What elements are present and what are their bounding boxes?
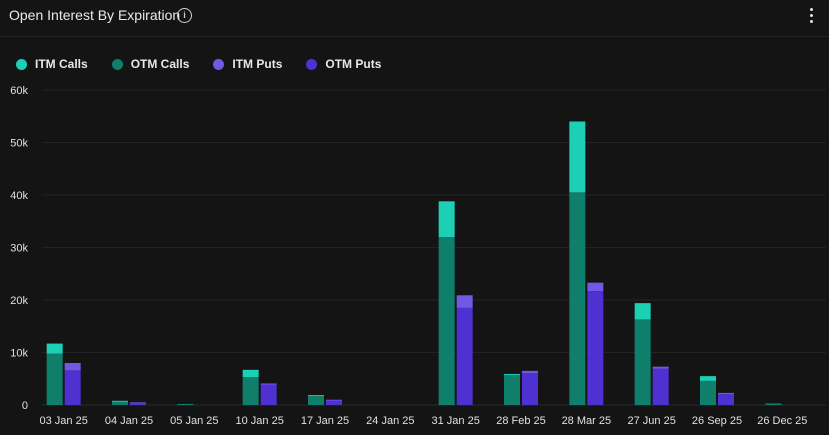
y-tick-label: 20k	[10, 295, 28, 307]
x-tick-label: 28 Feb 25	[496, 415, 546, 427]
legend-dot-itm-calls	[16, 58, 27, 70]
itm-calls-bar	[242, 369, 259, 378]
itm-puts-bar	[326, 399, 342, 401]
x-tick-label: 27 Jun 25	[628, 415, 676, 427]
otm-puts-bar	[718, 393, 734, 405]
otm-calls-bar	[46, 353, 63, 405]
chart-header: Open Interest By Expiration i	[0, 0, 829, 37]
otm-puts-bar	[130, 402, 146, 405]
otm-puts-bar	[64, 370, 81, 405]
legend-item-itm-puts[interactable]: ITM Puts	[213, 57, 282, 71]
legend-dot-otm-puts	[306, 58, 318, 70]
x-tick-label: 10 Jan 25	[236, 415, 284, 427]
itm-puts-bar	[718, 392, 734, 394]
x-tick-label: 04 Jan 25	[105, 415, 153, 427]
itm-puts-bar	[130, 402, 146, 404]
itm-puts-bar	[456, 295, 473, 308]
itm-calls-bar	[504, 374, 520, 376]
chart-title: Open Interest By Expiration	[9, 7, 181, 23]
otm-calls-bar	[438, 237, 455, 405]
y-tick-label: 10k	[10, 348, 28, 360]
x-tick-label: 28 Mar 25	[562, 415, 612, 427]
legend-label: ITM Calls	[35, 57, 88, 71]
legend-item-otm-calls[interactable]: OTM Calls	[111, 57, 190, 71]
otm-calls-bar	[112, 401, 128, 405]
legend-dot-otm-calls	[111, 58, 123, 70]
x-tick-label: 03 Jan 25	[40, 415, 88, 427]
otm-puts-bar	[587, 291, 604, 405]
itm-calls-bar	[634, 303, 651, 320]
otm-puts-bar	[326, 400, 342, 405]
itm-calls-bar	[700, 376, 716, 381]
otm-calls-bar	[700, 380, 716, 405]
legend-dot-itm-puts	[213, 58, 225, 70]
legend-item-itm-calls[interactable]: ITM Calls	[16, 57, 88, 71]
itm-calls-bar	[308, 395, 324, 396]
x-tick-label: 05 Jan 25	[170, 415, 218, 427]
y-tick-label: 30k	[10, 243, 28, 255]
y-tick-label: 50k	[10, 138, 28, 150]
x-tick-label: 24 Jan 25	[366, 415, 414, 427]
x-tick-label: 26 Sep 25	[692, 415, 742, 427]
legend-item-otm-puts[interactable]: OTM Puts	[306, 57, 381, 71]
otm-calls-bar	[308, 395, 324, 405]
otm-calls-bar	[504, 375, 520, 405]
itm-calls-bar	[46, 343, 63, 354]
x-tick-label: 26 Dec 25	[757, 415, 807, 427]
legend-label: OTM Calls	[130, 57, 190, 71]
otm-puts-bar	[652, 368, 669, 405]
y-tick-label: 40k	[10, 190, 28, 202]
otm-calls-bar	[569, 192, 586, 405]
x-tick-label: 31 Jan 25	[432, 415, 480, 427]
otm-puts-bar	[456, 307, 473, 405]
otm-calls-bar	[242, 377, 259, 405]
otm-puts-bar	[260, 384, 277, 405]
itm-puts-bar	[652, 366, 669, 369]
y-tick-label: 60k	[10, 85, 28, 97]
info-icon[interactable]: i	[177, 8, 192, 23]
itm-puts-bar	[587, 282, 604, 292]
itm-puts-bar	[64, 363, 81, 371]
otm-calls-bar	[634, 319, 651, 405]
legend-label: OTM Puts	[325, 57, 382, 71]
legend-label: ITM Puts	[232, 57, 283, 71]
itm-puts-bar	[260, 383, 277, 385]
itm-puts-bar	[522, 370, 538, 373]
more-vertical-icon[interactable]	[807, 8, 815, 26]
y-tick-label: 0	[22, 400, 28, 412]
otm-calls-bar	[765, 403, 782, 405]
otm-calls-bar	[177, 403, 194, 405]
chart-legend: ITM Calls OTM Calls ITM Puts OTM Puts	[16, 56, 405, 72]
itm-calls-bar	[569, 121, 586, 193]
itm-calls-bar	[112, 400, 128, 402]
otm-puts-bar	[522, 372, 538, 405]
x-tick-label: 17 Jan 25	[301, 415, 349, 427]
itm-calls-bar	[438, 201, 455, 237]
